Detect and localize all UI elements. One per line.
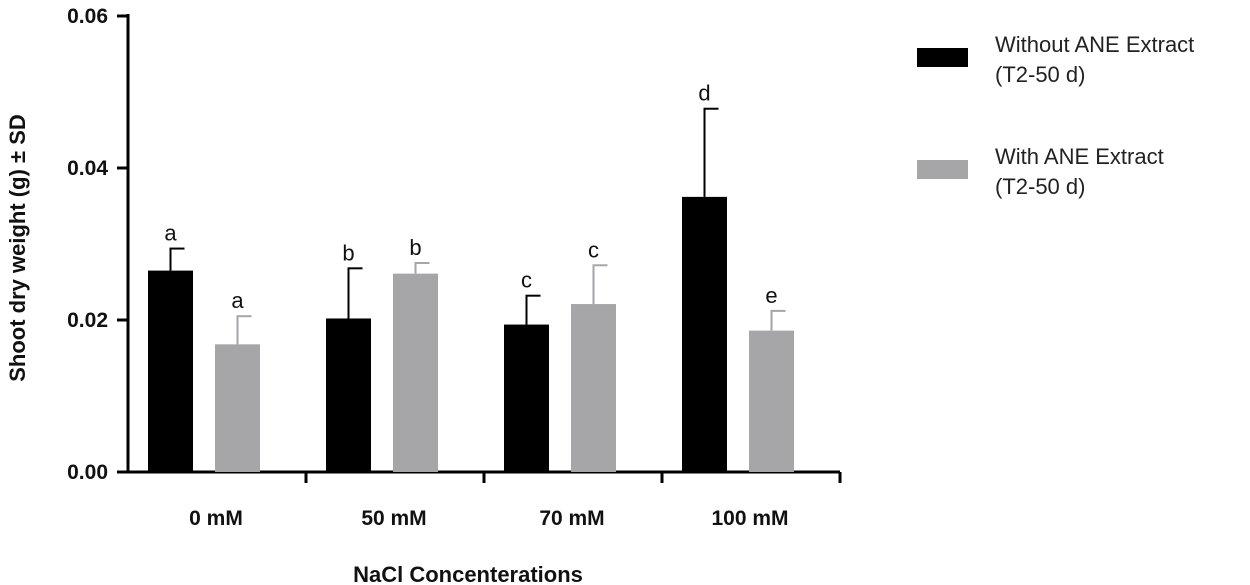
y-tick-label: 0.00 <box>67 461 108 484</box>
significance-label: d <box>698 81 710 106</box>
bar <box>682 196 727 472</box>
significance-label: b <box>342 240 354 265</box>
significance-label: b <box>409 235 421 260</box>
significance-label: a <box>231 288 244 313</box>
legend-swatch <box>917 48 968 67</box>
x-tick-label: 100 mM <box>711 507 788 530</box>
legend-label-line2: (T2-50 d) <box>995 62 1085 87</box>
legend-label: Without ANE Extract <box>995 32 1194 57</box>
y-tick-label: 0.04 <box>67 157 108 180</box>
significance-label: c <box>588 237 599 262</box>
y-tick-label: 0.06 <box>67 5 108 28</box>
y-tick-label: 0.02 <box>67 309 108 332</box>
x-tick-label: 0 mM <box>189 507 243 530</box>
significance-label: e <box>765 283 777 308</box>
significance-label: a <box>164 221 177 246</box>
legend-label: With ANE Extract <box>995 144 1164 169</box>
bar <box>215 344 260 472</box>
x-tick-label: 70 mM <box>539 507 604 530</box>
y-axis-title: Shoot dry weight (g) ± SD <box>5 114 30 382</box>
significance-label: c <box>521 268 532 293</box>
legend-swatch <box>917 160 968 179</box>
legend-label-line2: (T2-50 d) <box>995 174 1085 199</box>
bar <box>393 273 438 472</box>
x-axis-title: NaCl Concenterations <box>353 562 583 585</box>
bar <box>148 270 193 472</box>
bar <box>749 330 794 472</box>
bar <box>571 304 616 472</box>
bar <box>504 324 549 472</box>
x-tick-label: 50 mM <box>361 507 426 530</box>
bar <box>326 318 371 472</box>
